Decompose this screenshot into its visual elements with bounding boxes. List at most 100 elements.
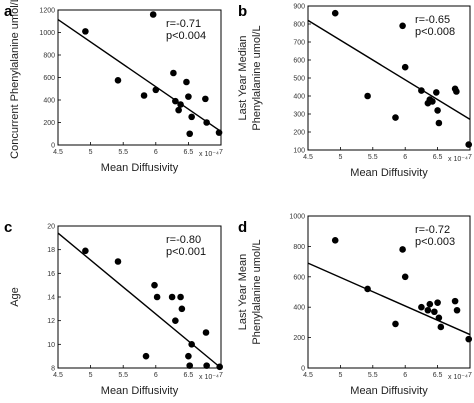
plot-frame	[307, 215, 471, 369]
data-point	[453, 88, 460, 95]
data-point	[203, 362, 210, 369]
panel-letter-d: d	[238, 219, 247, 236]
y-tick-label: 16	[47, 271, 55, 278]
x-tick-label: 6.5	[433, 372, 443, 379]
data-point	[418, 87, 425, 94]
data-point	[435, 314, 443, 322]
data-point	[331, 9, 339, 17]
data-point	[202, 329, 210, 336]
y-tick-label: 400	[293, 305, 305, 312]
x-tick-label: 4.5	[53, 372, 63, 379]
x-tick-label: 7	[219, 372, 223, 379]
x-axis-label: Mean Diffusivity	[101, 385, 179, 397]
data-point	[151, 281, 158, 289]
data-point	[203, 119, 210, 126]
data-point	[465, 335, 473, 343]
data-point	[451, 297, 459, 305]
x-tick-label: 4.5	[53, 149, 63, 156]
x-tick-label: 5	[89, 149, 93, 156]
p-value-label: p<0.003	[415, 236, 455, 248]
data-point	[152, 86, 160, 94]
data-point	[364, 92, 371, 100]
panel-a: a 4.5 5 5.5 6 6.5 7 0 200 400 600 800 1000 1200 x 10⁻⁴…	[4, 0, 223, 174]
data-point	[153, 293, 161, 301]
data-point	[399, 22, 406, 30]
data-point	[170, 69, 177, 77]
y-tick-label: 800	[43, 53, 55, 60]
data-point	[202, 95, 209, 103]
y-tick-label: 800	[293, 244, 305, 251]
p-value-label: p<0.001	[166, 246, 206, 258]
data-point	[465, 141, 473, 148]
y-tick-label: 1000	[39, 30, 55, 37]
y-tick-label: 500	[293, 76, 305, 83]
x-tick-label: 6.5	[184, 372, 194, 379]
x-tick-label: 5.5	[368, 372, 378, 379]
data-point	[401, 63, 409, 71]
data-point	[392, 320, 399, 328]
x-tick-label: 4.5	[303, 154, 313, 161]
x-tick-label: 5	[89, 372, 93, 379]
y-tick-label: 18	[47, 247, 55, 254]
y-tick-label: 600	[43, 75, 55, 82]
y-axis-label: Last Year Median	[237, 35, 249, 120]
y-tick-label: 400	[293, 94, 305, 101]
data-point	[429, 98, 436, 105]
data-point	[401, 273, 409, 281]
data-point	[185, 93, 192, 100]
data-point	[172, 97, 179, 105]
y-axis-label: Concurrent Phenylalanine umol/L	[9, 0, 21, 159]
data-point	[114, 77, 122, 84]
y-tick-label: 600	[293, 58, 305, 65]
data-point	[178, 305, 186, 313]
data-point	[82, 28, 89, 35]
data-point	[186, 362, 194, 369]
data-point	[426, 300, 434, 308]
y-tick-label: 8	[51, 366, 55, 373]
regression-line	[57, 18, 222, 133]
x-tick-label: 6	[154, 149, 158, 156]
data-point	[114, 258, 122, 265]
data-point	[453, 306, 461, 314]
y-tick-label: 600	[293, 274, 305, 281]
p-value-label: p<0.008	[415, 26, 455, 38]
panel-d: d 4.5 5 5.5 6 6.5 7 0 200 400 600 800 1000 x 10⁻⁴ Mean…	[237, 214, 472, 398]
x-exponent-label: x 10⁻⁴	[448, 374, 468, 381]
panel-letter-c: c	[4, 219, 12, 236]
data-point	[364, 285, 371, 293]
x-tick-label: 4.5	[303, 372, 313, 379]
data-point	[172, 317, 179, 324]
p-value-label: p<0.004	[166, 30, 206, 42]
regression-line	[307, 262, 471, 336]
y-tick-label: 20	[47, 224, 55, 231]
data-point	[185, 352, 192, 360]
data-point	[399, 246, 406, 253]
panel-letter-b: b	[238, 3, 247, 20]
y-tick-label: 12	[47, 318, 55, 325]
y-tick-label: 700	[293, 40, 305, 47]
data-point	[188, 341, 195, 348]
data-point	[188, 113, 195, 121]
data-point	[183, 78, 190, 86]
data-point	[424, 306, 432, 314]
data-point	[331, 237, 339, 244]
x-tick-label: 6	[154, 372, 158, 379]
data-point	[437, 323, 445, 331]
y-tick-label: 400	[43, 98, 55, 105]
x-axis-label: Mean Diffusivity	[350, 167, 428, 179]
y-tick-label: 900	[293, 4, 305, 11]
data-point	[82, 247, 89, 255]
data-point	[175, 106, 182, 114]
y-tick-label: 0	[51, 143, 55, 150]
y-tick-label: 10	[47, 342, 55, 349]
data-point	[177, 101, 184, 108]
y-axis-label: Phenylalanine umol/L	[251, 239, 263, 344]
x-tick-label: 5.5	[368, 154, 378, 161]
data-point	[434, 107, 441, 114]
correlation-label: r=-0.65	[415, 14, 450, 26]
y-tick-label: 14	[47, 295, 55, 302]
x-axis-label: Mean Diffusivity	[101, 162, 179, 174]
data-point	[177, 293, 184, 301]
y-tick-label: 200	[43, 120, 55, 127]
data-point	[216, 363, 223, 371]
